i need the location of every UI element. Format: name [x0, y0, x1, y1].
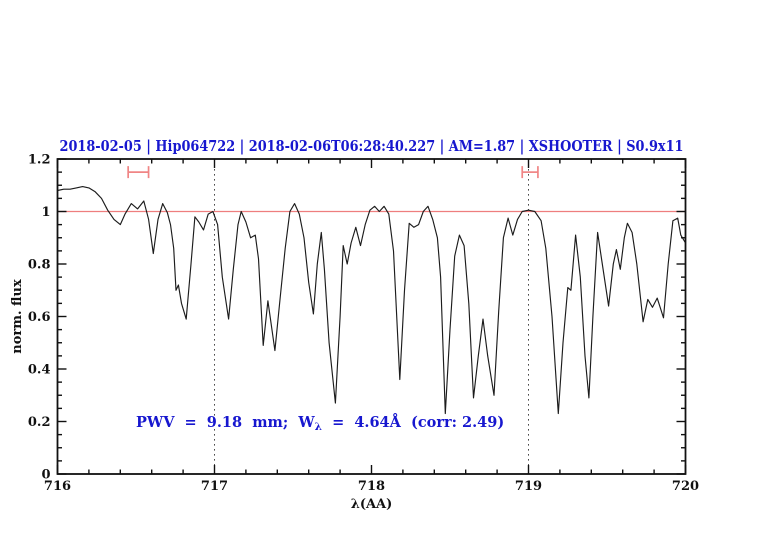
- bandwidth-marker: [521, 166, 539, 179]
- curve-layer: [57, 186, 686, 415]
- pwv-annotation-subscript: λ: [315, 421, 322, 433]
- axes-frame-layer: [56, 158, 687, 475]
- y-tick-label: 0.8: [28, 258, 51, 273]
- bandwidth-marker: [127, 166, 150, 179]
- x-tick-label: 717: [201, 479, 228, 494]
- y-tick-label: 0.4: [28, 363, 51, 378]
- overlay-layer: [57, 159, 686, 474]
- pwv-annotation-tail: = 4.64Å (corr: 2.49): [322, 413, 504, 431]
- y-tick-label: 1.2: [28, 153, 51, 168]
- spectrum-curve: [57, 186, 686, 415]
- x-axis-label: λ(AA): [351, 497, 393, 512]
- x-tick-label: 716: [44, 479, 71, 494]
- tick-label-layer: 716 717 718 719 720 0 0.2 0.4 0.6 0.8 1 1.2: [28, 153, 699, 495]
- plot-title: 2018-02-05 | Hip064722 | 2018-02-06T06:2…: [60, 138, 684, 155]
- y-tick-label: 0.6: [28, 310, 51, 325]
- x-tick-label: 718: [358, 479, 385, 494]
- y-tick-label: 0.2: [28, 415, 51, 430]
- x-tick-label: 720: [672, 479, 699, 494]
- pwv-annotation: PWV = 9.18 mm; Wλ = 4.64Å (corr: 2.49): [136, 413, 504, 433]
- y-tick-label: 0: [41, 468, 50, 483]
- y-tick-label: 1: [41, 205, 50, 220]
- y-axis-label: norm. flux: [10, 279, 25, 354]
- pwv-annotation-main: PWV = 9.18 mm; W: [136, 414, 315, 431]
- x-tick-label: 719: [515, 479, 542, 494]
